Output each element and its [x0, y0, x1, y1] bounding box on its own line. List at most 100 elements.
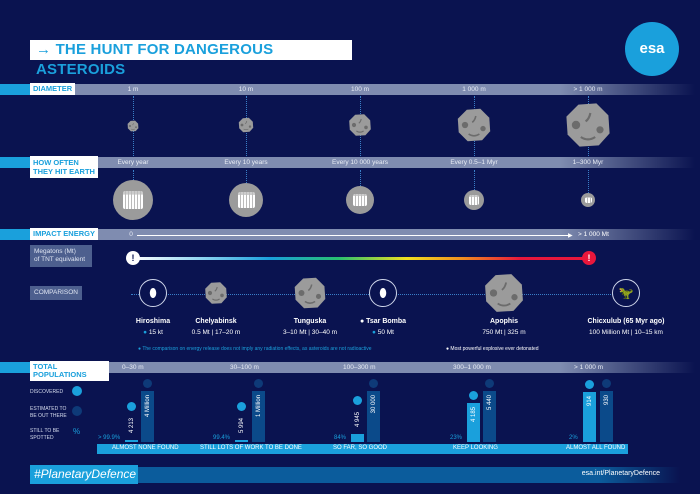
- discovered-bar: [235, 440, 248, 442]
- unit-line2: of TNT equivalent: [34, 256, 86, 263]
- comparison-detail: 15 kt: [148, 329, 163, 336]
- asteroid-icon: [238, 117, 254, 133]
- estimated-value: 30 000: [370, 395, 377, 414]
- estimated-value: 5 440: [486, 395, 493, 411]
- discovered-bar: [583, 391, 596, 442]
- legend-estimated: ESTIMATED TO BE OUT THERE: [30, 406, 67, 420]
- calendar-icon: [464, 190, 484, 210]
- range-label: 30–100 m: [230, 364, 259, 371]
- comparison-name: Hiroshima: [135, 318, 171, 325]
- discovered-bar: [467, 402, 480, 442]
- range-label: > 1 000 m: [574, 364, 604, 371]
- asteroid-icon: [294, 277, 326, 309]
- discovered-value: 4 213: [128, 418, 135, 434]
- comparison-item: Tunguska 3–10 Mt | 30–40 m: [283, 316, 337, 338]
- legend-estimated-line1: ESTIMATED TO: [30, 406, 67, 412]
- marker-dot-icon: ●: [359, 318, 367, 325]
- status-label: ALMOST NONE FOUND: [112, 445, 179, 451]
- estimated-value: 1 Million: [255, 395, 262, 418]
- diameter-tick: 10 m: [238, 86, 254, 93]
- estimated-asteroid-icon: [602, 379, 611, 388]
- discovered-value: 5 994: [238, 418, 245, 434]
- discovered-bar: [351, 433, 364, 442]
- still-to-spot: > 99.9%: [98, 435, 121, 441]
- frequency-label-line2: THEY HIT EARTH: [33, 167, 95, 176]
- explosive-note-text: Most powerful explosive ever detonated: [450, 346, 539, 352]
- comparison-name: Apophis: [490, 318, 518, 325]
- bomb-icon: ⬮: [369, 279, 397, 307]
- footer-url[interactable]: esa.int/PlanetaryDefence: [581, 470, 660, 477]
- still-to-spot: 23%: [450, 435, 463, 441]
- discovered-value-wrap: 5 994: [235, 414, 248, 438]
- estimated-bar: 930: [600, 391, 613, 442]
- comparison-name: Tsar Bomba: [366, 318, 407, 325]
- legend-discovered: DISCOVERED: [30, 389, 64, 395]
- frequency-tick: Every year: [117, 159, 149, 166]
- still-to-spot: 2%: [569, 435, 578, 441]
- dinosaur-icon: 🦖: [612, 279, 640, 307]
- legend-spotted-line1: STILL TO BE: [30, 428, 60, 434]
- discovered-value: 914: [586, 395, 593, 406]
- asteroid-icon: [349, 114, 371, 136]
- asteroid-icon: [127, 120, 139, 132]
- populations-bar: [0, 362, 700, 373]
- impact-start: 0: [129, 231, 133, 238]
- legend-estimated-line2: BE OUT THERE: [30, 413, 67, 419]
- diameter-tick: 1 000 m: [462, 86, 486, 93]
- arrow-head-icon: ▶: [568, 233, 573, 239]
- high-energy-marker-icon: !: [582, 251, 596, 265]
- page-title: → THE HUNT FOR DANGEROUS ASTEROIDS: [30, 40, 352, 78]
- populations-label: TOTAL POPULATIONS: [30, 361, 109, 381]
- comparison-item: Chelyabinsk 0.5 Mt | 17–20 m: [192, 316, 241, 338]
- comparison-detail: 3–10 Mt | 30–40 m: [282, 329, 338, 336]
- asteroid-icon: [205, 282, 227, 304]
- bomb-icon: ⬮: [139, 279, 167, 307]
- guide-line: [474, 170, 475, 190]
- guide-line: [246, 170, 247, 183]
- discovered-value-wrap: 4 185: [467, 403, 480, 427]
- asteroid-icon: [566, 103, 610, 147]
- comparison-name: Tunguska: [293, 318, 327, 325]
- percent-icon: %: [73, 427, 81, 436]
- estimated-asteroid-icon: [254, 379, 263, 388]
- diameter-tick: > 1 000 m: [573, 86, 603, 93]
- impact-unit: Megatons (Mt) of TNT equivalent: [30, 245, 92, 267]
- unit-line1: Megatons (Mt): [34, 248, 76, 255]
- diameter-tick: 1 m: [127, 86, 139, 93]
- estimated-bar: 30 000: [367, 391, 380, 442]
- still-to-spot: 84%: [334, 435, 347, 441]
- frequency-tick: Every 10 000 years: [331, 159, 389, 166]
- discovered-value-wrap: 914: [583, 392, 596, 416]
- impact-arrow: [137, 234, 571, 236]
- diameter-label: DIAMETER: [30, 83, 76, 95]
- esa-logo: esa: [625, 22, 679, 76]
- still-to-spot: 99.4%: [213, 435, 231, 441]
- discovered-asteroid-icon: [585, 379, 594, 389]
- estimated-asteroid-icon: [369, 379, 378, 388]
- diameter-tick: 100 m: [350, 86, 370, 93]
- asteroid-icon: [457, 108, 491, 142]
- status-label: SO FAR, SO GOOD: [333, 445, 388, 451]
- diameter-bar: [0, 84, 700, 95]
- frequency-bar: [0, 157, 700, 168]
- comparison-name: Chelyabinsk: [195, 318, 237, 325]
- comparison-detail: 750 Mt | 325 m: [482, 329, 526, 336]
- impact-end: > 1 000 Mt: [578, 231, 609, 238]
- guide-line: [588, 170, 589, 193]
- comparison-detail: 100 Million Mt | 10–15 km: [589, 329, 663, 336]
- hashtag: #PlanetaryDefence: [30, 465, 138, 484]
- range-label: 300–1 000 m: [453, 364, 491, 371]
- range-label: 100–300 m: [343, 364, 376, 371]
- discovered-asteroid-icon: [353, 395, 362, 405]
- comparison-detail: 50 Mt: [377, 329, 394, 336]
- discovered-asteroid-icon: [237, 402, 246, 411]
- discovered-value: 4 945: [354, 411, 361, 427]
- discovered-asteroid-icon: [469, 390, 478, 400]
- comparison-detail: 0.5 Mt | 17–20 m: [191, 329, 241, 336]
- asteroid-icon: [485, 274, 523, 312]
- frequency-label-line1: HOW OFTEN: [33, 158, 79, 167]
- calendar-icon: [229, 183, 263, 217]
- legend-spotted-line2: SPOTTED: [30, 435, 54, 441]
- guide-line: [133, 170, 134, 180]
- impact-label: IMPACT ENERGY: [30, 228, 98, 240]
